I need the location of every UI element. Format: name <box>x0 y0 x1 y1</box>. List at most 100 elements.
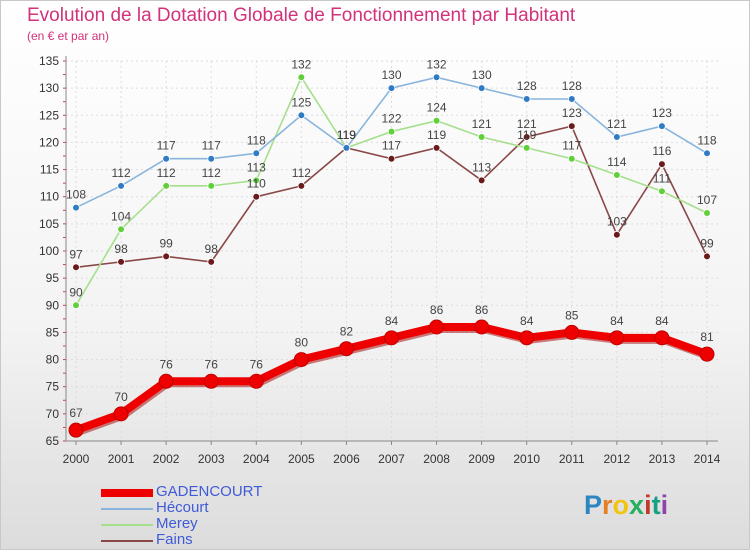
point-hcourt <box>567 95 576 103</box>
legend-label-hecourt: Hécourt <box>156 499 209 516</box>
point-merey <box>703 209 711 217</box>
point-gadencourt <box>474 319 490 335</box>
legend-label-merey: Merey <box>156 515 198 532</box>
data-label-gadencourt: 67 <box>69 406 83 420</box>
point-hcourt <box>658 122 666 130</box>
point-hcourt <box>72 203 80 212</box>
legend-swatch-merey <box>101 524 153 526</box>
legend-swatch-fains <box>101 540 153 542</box>
data-label-merey: 119 <box>517 128 536 142</box>
point-merey <box>162 182 170 190</box>
data-label-merey: 107 <box>697 193 717 207</box>
point-hcourt <box>703 149 711 158</box>
x-tick-label: 2000 <box>63 452 90 466</box>
point-merey <box>477 133 486 141</box>
point-gadencourt <box>564 324 580 340</box>
point-hcourt <box>522 95 531 103</box>
data-label-gadencourt: 70 <box>114 390 128 404</box>
point-gadencourt <box>609 330 625 346</box>
data-label-fains: 112 <box>292 166 311 180</box>
data-label-gadencourt: 86 <box>430 303 444 317</box>
y-tick-label: 65 <box>46 434 60 448</box>
data-label-hcourt: 119 <box>337 128 356 142</box>
y-tick-label: 95 <box>46 271 60 285</box>
y-tick-label: 135 <box>39 54 59 68</box>
y-tick-label: 100 <box>39 244 59 258</box>
chart-title: Evolution de la Dotation Globale de Fonc… <box>27 5 576 26</box>
y-tick-label: 75 <box>46 380 60 394</box>
point-merey <box>207 182 216 190</box>
data-label-gadencourt: 76 <box>250 357 264 371</box>
data-label-merey: 132 <box>291 57 311 71</box>
point-hcourt <box>432 73 441 82</box>
data-label-gadencourt: 76 <box>205 357 219 371</box>
x-tick-label: 2013 <box>649 452 676 466</box>
data-label-merey: 113 <box>247 160 266 174</box>
point-hcourt <box>477 84 486 92</box>
data-label-gadencourt: 85 <box>565 308 579 322</box>
data-label-fains: 103 <box>607 215 627 229</box>
x-tick-label: 2003 <box>198 452 225 466</box>
data-label-fains: 99 <box>700 236 714 250</box>
point-merey <box>117 225 125 234</box>
point-fains <box>252 192 261 201</box>
proxiti-logo: Proxiti <box>584 490 669 520</box>
data-label-merey: 122 <box>381 112 401 126</box>
point-gadencourt <box>203 373 219 389</box>
data-label-fains: 113 <box>472 160 491 174</box>
point-fains <box>117 258 125 266</box>
x-tick-label: 2012 <box>604 452 631 466</box>
data-label-hcourt: 125 <box>291 95 311 109</box>
series-lines <box>68 73 715 438</box>
point-merey <box>432 116 441 125</box>
data-label-gadencourt: 84 <box>385 314 399 328</box>
data-label-hcourt: 108 <box>66 188 86 202</box>
point-hcourt <box>252 149 261 158</box>
point-hcourt <box>613 133 621 141</box>
x-tick-label: 2014 <box>694 452 721 466</box>
data-label-gadencourt: 76 <box>159 357 173 371</box>
point-fains <box>432 144 441 152</box>
y-tick-label: 110 <box>40 190 59 204</box>
point-hcourt <box>387 84 396 92</box>
data-label-hcourt: 121 <box>607 117 627 131</box>
point-fains <box>477 176 486 185</box>
data-label-merey: 111 <box>653 171 672 185</box>
data-label-gadencourt: 84 <box>655 314 669 328</box>
x-tick-label: 2011 <box>559 452 585 466</box>
x-tick-label: 2001 <box>108 452 135 466</box>
point-merey <box>613 171 621 179</box>
y-tick-label: 130 <box>39 81 59 95</box>
point-hcourt <box>342 144 351 152</box>
data-label-hcourt: 112 <box>112 166 131 180</box>
point-fains <box>703 252 711 261</box>
data-label-gadencourt: 81 <box>700 330 714 344</box>
point-gadencourt <box>338 341 354 357</box>
legend-label-fains: Fains <box>156 531 193 548</box>
data-label-fains: 99 <box>159 236 173 250</box>
point-merey <box>387 127 396 136</box>
point-fains <box>613 230 621 239</box>
point-merey <box>72 301 80 310</box>
point-hcourt <box>297 111 306 120</box>
data-label-hcourt: 128 <box>517 79 537 93</box>
point-gadencourt <box>699 346 715 362</box>
data-label-gadencourt: 84 <box>520 314 534 328</box>
x-tick-label: 2009 <box>468 452 495 466</box>
point-merey <box>252 176 261 185</box>
point-gadencourt <box>68 422 84 438</box>
chart-subtitle: (en € et par an) <box>27 29 110 43</box>
data-label-gadencourt: 82 <box>340 325 354 339</box>
point-gadencourt <box>654 330 670 346</box>
y-tick-label: 105 <box>39 217 59 231</box>
data-label-fains: 123 <box>562 106 582 120</box>
data-label-hcourt: 117 <box>157 139 176 153</box>
point-fains <box>207 258 216 266</box>
y-tick-label: 115 <box>40 163 59 177</box>
data-label-gadencourt: 86 <box>475 303 489 317</box>
data-label-fains: 119 <box>427 128 446 142</box>
data-label-hcourt: 130 <box>472 68 492 82</box>
data-label-hcourt: 132 <box>427 57 447 71</box>
data-label-hcourt: 118 <box>697 133 716 147</box>
